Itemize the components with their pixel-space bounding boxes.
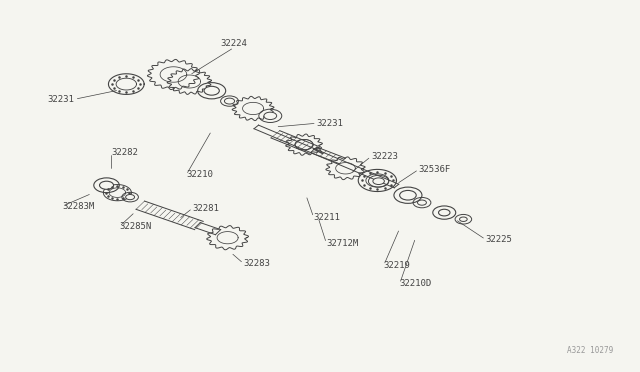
Text: 32712M: 32712M [326, 239, 358, 248]
Text: 32231: 32231 [48, 95, 75, 104]
Text: 32225: 32225 [486, 235, 513, 244]
Text: 32285N: 32285N [119, 222, 152, 231]
Circle shape [264, 112, 276, 119]
Text: 32211: 32211 [314, 213, 340, 222]
Circle shape [100, 181, 113, 189]
Text: 32219: 32219 [384, 261, 411, 270]
Text: 32536F: 32536F [419, 165, 451, 174]
Text: 32223: 32223 [371, 152, 398, 161]
Circle shape [399, 190, 416, 200]
Text: 32224: 32224 [221, 39, 248, 48]
Circle shape [373, 178, 385, 185]
Text: 32210D: 32210D [399, 279, 432, 288]
Text: A322 10279: A322 10279 [567, 346, 613, 355]
Text: 32282: 32282 [111, 148, 138, 157]
Text: 32231: 32231 [317, 119, 344, 128]
Circle shape [125, 195, 134, 200]
Circle shape [225, 98, 235, 104]
Text: 32210: 32210 [186, 170, 213, 179]
Circle shape [204, 86, 220, 95]
Circle shape [417, 200, 426, 205]
Text: 32281: 32281 [193, 203, 220, 213]
Circle shape [460, 217, 467, 221]
Text: 32283: 32283 [244, 259, 271, 268]
Circle shape [438, 209, 450, 216]
Text: 32283M: 32283M [62, 202, 94, 211]
